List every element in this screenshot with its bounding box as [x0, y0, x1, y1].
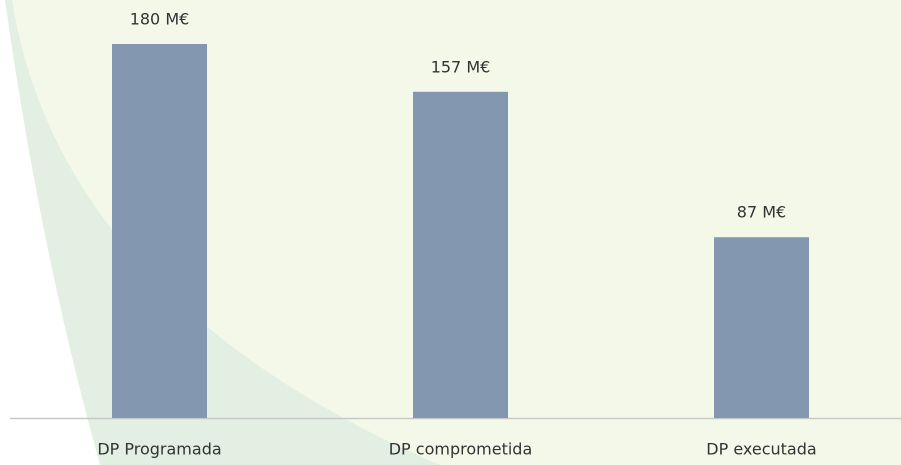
- bar: [112, 44, 207, 418]
- x-tick-label: DP executada: [706, 440, 816, 459]
- x-tick-label: DP Programada: [97, 440, 221, 459]
- bar: [413, 91, 508, 419]
- swoosh-edge: [0, 0, 100, 465]
- x-tick-label: DP comprometida: [389, 440, 533, 459]
- data-label: 87 M€: [737, 203, 786, 222]
- data-label: 157 M€: [431, 57, 491, 76]
- bar: [714, 237, 809, 418]
- data-label: 180 M€: [130, 10, 190, 29]
